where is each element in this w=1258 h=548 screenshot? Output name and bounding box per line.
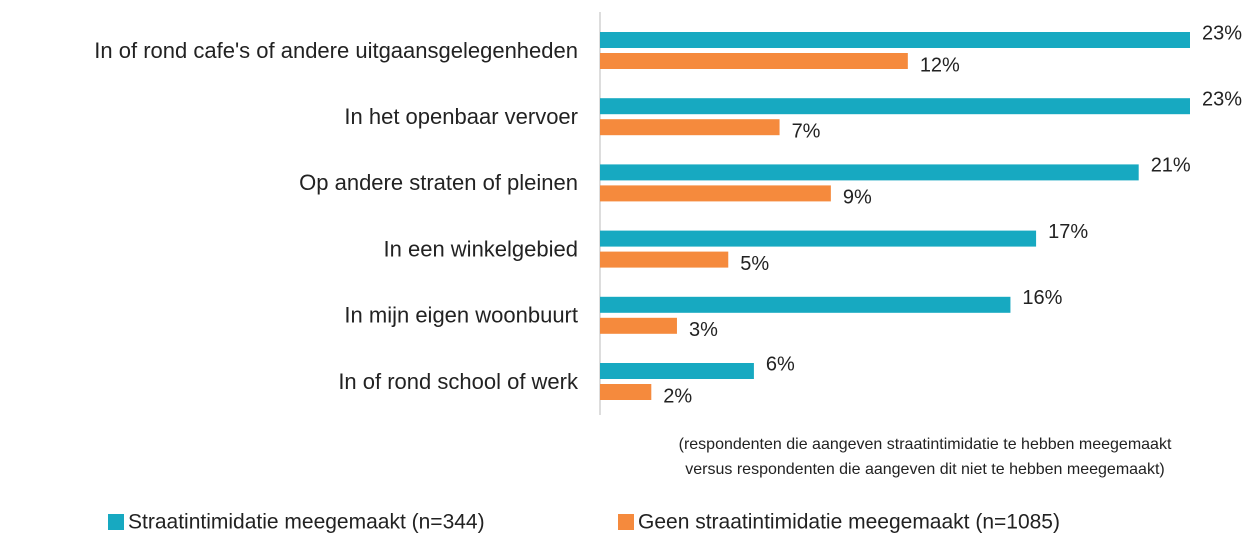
bar [600,119,780,136]
category-label: In mijn eigen woonbuurt [344,303,578,328]
bar [600,230,1037,247]
bar [600,317,677,334]
value-label: 3% [689,319,718,341]
value-label: 2% [663,385,692,407]
value-label: 23% [1202,22,1242,44]
bar [600,164,1139,181]
category-label: In het openbaar vervoer [344,104,578,129]
value-label: 7% [792,120,821,142]
legend-label: Geen straatintimidatie meegemaakt (n=108… [638,511,1060,534]
value-label: 12% [920,54,960,76]
note: (respondenten die aangeven straatintimid… [679,436,1172,453]
value-label: 16% [1022,287,1062,309]
bar [600,53,908,69]
category-label: In of rond school of werk [338,369,579,394]
legend-swatch [618,514,634,530]
bar [600,251,729,268]
bar [600,185,831,202]
value-label: 9% [843,187,872,209]
value-label: 5% [740,253,769,275]
bar [600,98,1190,115]
legend-label: Straatintimidatie meegemaakt (n=344) [128,511,485,534]
value-label: 6% [766,353,795,375]
category-label: In een winkelgebied [384,236,578,261]
category-label: In of rond cafe's of andere uitgaansgele… [94,38,578,63]
category-label: Op andere straten of pleinen [299,170,578,195]
bar [600,296,1011,313]
bar [600,32,1190,48]
bar [600,384,652,400]
bar [600,363,754,379]
legend-swatch [108,514,124,530]
value-label: 21% [1151,155,1191,177]
note: versus respondenten die aangeven dit nie… [685,461,1164,478]
value-label: 23% [1202,88,1242,110]
value-label: 17% [1048,221,1088,243]
